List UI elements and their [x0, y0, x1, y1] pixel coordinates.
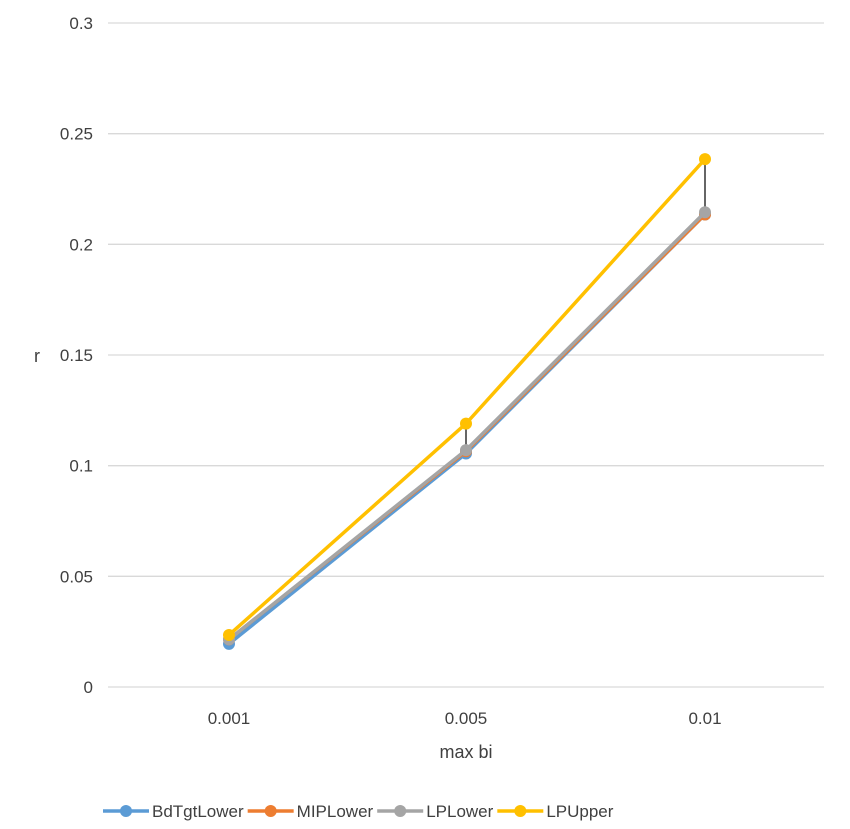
data-point [699, 206, 711, 219]
y-tick-label: 0.2 [69, 235, 93, 254]
x-axis-title: max bi [439, 742, 492, 762]
legend-marker [514, 805, 527, 817]
y-tick-label: 0.3 [69, 14, 93, 33]
legend-label: BdTgtLower [152, 802, 244, 821]
y-tick-label: 0.1 [69, 457, 93, 476]
y-tick-label: 0 [84, 678, 93, 697]
legend-marker [120, 805, 132, 817]
legend-marker [394, 805, 407, 817]
legend-item: LPUpper [497, 802, 614, 821]
series-LPUpper [223, 153, 711, 641]
legend-marker [264, 805, 277, 817]
x-tick-label: 0.001 [208, 709, 251, 728]
legend-item: BdTgtLower [103, 802, 244, 821]
data-point [699, 153, 711, 166]
legend: BdTgtLower MIPLower LPLower LPUpper [103, 802, 614, 821]
legend-label: LPLower [426, 802, 493, 821]
y-axis-title: r [34, 346, 40, 366]
y-axis-ticks: 0 0.05 0.1 0.15 0.2 0.25 0.3 [60, 14, 93, 697]
gridlines [108, 22, 824, 688]
data-point [460, 417, 472, 430]
series-line [227, 157, 707, 637]
x-tick-label: 0.005 [445, 709, 488, 728]
data-point [460, 444, 472, 457]
legend-label: MIPLower [297, 802, 374, 821]
legend-item: MIPLower [247, 802, 374, 821]
series-lines [223, 153, 711, 650]
data-point [223, 628, 235, 641]
y-tick-label: 0.15 [60, 346, 93, 365]
y-tick-label: 0.25 [60, 125, 93, 144]
y-tick-label: 0.05 [60, 567, 93, 586]
legend-label: LPUpper [546, 802, 613, 821]
legend-item: LPLower [377, 802, 494, 821]
x-tick-label: 0.01 [688, 709, 721, 728]
x-axis-ticks: 0.001 0.005 0.01 [208, 709, 722, 728]
